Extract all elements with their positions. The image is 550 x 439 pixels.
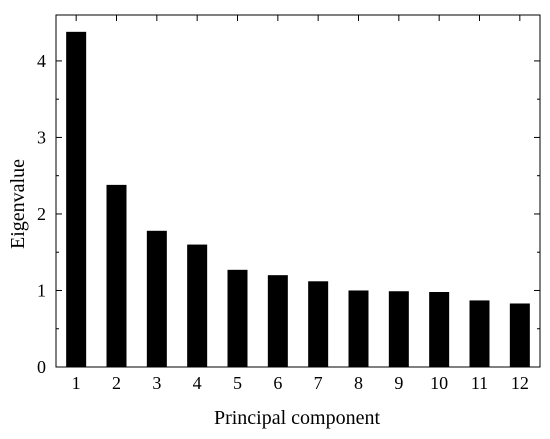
x-tick-label-4: 4 <box>193 373 202 393</box>
bar-10 <box>429 292 450 367</box>
bar-5 <box>227 269 248 367</box>
x-tick-label-7: 7 <box>314 373 323 393</box>
y-axis-label: Eigenvalue <box>7 159 29 249</box>
y-tick-label-3: 3 <box>37 127 46 147</box>
y-tick-label-4: 4 <box>37 51 46 71</box>
bar-1 <box>66 31 87 368</box>
x-tick-label-10: 10 <box>430 373 448 393</box>
bar-4 <box>187 244 208 367</box>
bar-12 <box>509 303 530 367</box>
x-tick-label-6: 6 <box>273 373 282 393</box>
bar-7 <box>308 281 329 367</box>
bars-layer <box>66 31 530 368</box>
x-tick-label-9: 9 <box>394 373 403 393</box>
bar-2 <box>106 184 127 367</box>
x-tick-label-11: 11 <box>471 373 488 393</box>
x-axis-label: Principal component <box>214 407 381 429</box>
plot-layer <box>55 14 541 368</box>
x-tick-label-8: 8 <box>354 373 363 393</box>
y-tick-label-1: 1 <box>37 280 46 300</box>
x-tick-label-2: 2 <box>112 373 121 393</box>
x-tick-label-1: 1 <box>72 373 81 393</box>
y-tick-label-2: 2 <box>37 204 46 224</box>
x-tick-label-3: 3 <box>152 373 161 393</box>
bar-9 <box>388 291 409 367</box>
x-tick-label-5: 5 <box>233 373 242 393</box>
bar-8 <box>348 290 369 367</box>
bar-3 <box>146 230 167 367</box>
bar-11 <box>469 300 490 367</box>
bar-6 <box>267 275 288 367</box>
y-tick-label-0: 0 <box>37 357 46 377</box>
plot-frame <box>55 14 541 368</box>
x-tick-label-12: 12 <box>511 373 529 393</box>
